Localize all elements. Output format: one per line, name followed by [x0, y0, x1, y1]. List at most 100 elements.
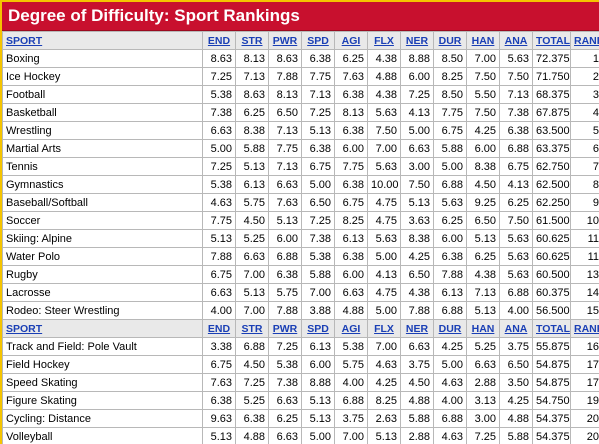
cell-spd: 5.00 — [301, 427, 335, 444]
cell-agi: 6.38 — [334, 85, 368, 104]
cell-ner: 5.13 — [400, 193, 434, 212]
sort-link-dur[interactable]: DUR — [433, 319, 467, 338]
table-row: Soccer 7.75 4.50 5.13 7.25 8.25 4.75 3.63 6.25 6.… — [2, 211, 599, 230]
sort-link-end[interactable]: END — [202, 31, 236, 50]
cell-end: 6.63 — [202, 121, 236, 140]
cell-agi: 5.75 — [334, 355, 368, 374]
cell-han: 2.88 — [466, 373, 500, 392]
sort-link-pwr[interactable]: PWR — [268, 319, 302, 338]
cell-flx: 2.63 — [367, 409, 401, 428]
sort-link-dur[interactable]: DUR — [433, 31, 467, 50]
sort-link-ner[interactable]: NER — [400, 31, 434, 50]
cell-han: 7.25 — [466, 427, 500, 444]
cell-agi: 6.38 — [334, 121, 368, 140]
cell-str: 4.50 — [235, 211, 269, 230]
cell-total: 54.750 — [532, 391, 571, 410]
cell-ana: 4.00 — [499, 301, 533, 320]
cell-ana: 6.25 — [499, 193, 533, 212]
cell-agi: 6.38 — [334, 247, 368, 266]
cell-ana: 6.50 — [499, 355, 533, 374]
cell-flx: 4.63 — [367, 355, 401, 374]
cell-total: 67.875 — [532, 103, 571, 122]
cell-str: 6.38 — [235, 409, 269, 428]
cell-ner: 5.00 — [400, 121, 434, 140]
sort-link-ana[interactable]: ANA — [499, 319, 533, 338]
cell-flx: 7.00 — [367, 139, 401, 158]
cell-total: 60.500 — [532, 265, 571, 284]
cell-total: 62.750 — [532, 157, 571, 176]
sort-link-sport[interactable]: SPORT — [2, 319, 203, 338]
cell-pwr: 7.13 — [268, 121, 302, 140]
sort-link-ner[interactable]: NER — [400, 319, 434, 338]
cell-dur: 7.88 — [433, 265, 467, 284]
cell-spd: 7.38 — [301, 229, 335, 248]
cell-spd: 6.50 — [301, 193, 335, 212]
cell-str: 7.13 — [235, 67, 269, 86]
cell-rank: 13 — [570, 265, 599, 284]
cell-total: 60.375 — [532, 283, 571, 302]
sort-link-str[interactable]: STR — [235, 319, 269, 338]
column-header-row: SPORT END STR PWR SPD AGI FLX NER DUR HAN ANA TOTAL… — [2, 319, 599, 338]
sort-link-total[interactable]: TOTAL — [532, 319, 571, 338]
cell-str: 7.25 — [235, 373, 269, 392]
cell-agi: 7.75 — [334, 157, 368, 176]
cell-pwr: 5.75 — [268, 283, 302, 302]
cell-ana: 4.88 — [499, 409, 533, 428]
sort-link-flx[interactable]: FLX — [367, 31, 401, 50]
cell-end: 7.88 — [202, 247, 236, 266]
cell-rank: 17 — [570, 373, 599, 392]
sort-link-end[interactable]: END — [202, 319, 236, 338]
cell-ana: 7.50 — [499, 211, 533, 230]
sort-link-pwr[interactable]: PWR — [268, 31, 302, 50]
cell-flx: 4.75 — [367, 211, 401, 230]
cell-ana: 3.50 — [499, 373, 533, 392]
sort-link-sport[interactable]: SPORT — [2, 31, 203, 50]
table-row: Ice Hockey 7.25 7.13 7.88 7.75 7.63 4.88 6.00 8.… — [2, 67, 599, 86]
sort-link-agi[interactable]: AGI — [334, 31, 368, 50]
sort-link-ana[interactable]: ANA — [499, 31, 533, 50]
cell-pwr: 6.63 — [268, 391, 302, 410]
cell-str: 6.25 — [235, 103, 269, 122]
cell-agi: 3.75 — [334, 409, 368, 428]
sort-link-han[interactable]: HAN — [466, 31, 500, 50]
cell-han: 3.13 — [466, 391, 500, 410]
cell-str: 5.25 — [235, 229, 269, 248]
cell-spd: 6.38 — [301, 49, 335, 68]
sort-link-rank[interactable]: RANK — [570, 319, 599, 338]
cell-spd: 6.13 — [301, 337, 335, 356]
cell-pwr: 7.25 — [268, 337, 302, 356]
sort-link-total[interactable]: TOTAL — [532, 31, 571, 50]
cell-han: 6.00 — [466, 139, 500, 158]
cell-flx: 4.38 — [367, 49, 401, 68]
sort-link-rank[interactable]: RANK — [570, 31, 599, 50]
cell-agi: 6.88 — [334, 391, 368, 410]
sort-link-str[interactable]: STR — [235, 31, 269, 50]
cell-end: 7.25 — [202, 157, 236, 176]
cell-han: 6.50 — [466, 211, 500, 230]
cell-total: 55.875 — [532, 337, 571, 356]
sort-link-spd[interactable]: SPD — [301, 31, 335, 50]
cell-ner: 6.00 — [400, 67, 434, 86]
cell-flx: 8.25 — [367, 391, 401, 410]
cell-end: 5.00 — [202, 139, 236, 158]
sport-name: Basketball — [2, 103, 203, 122]
sort-link-flx[interactable]: FLX — [367, 319, 401, 338]
cell-spd: 6.00 — [301, 355, 335, 374]
cell-end: 5.13 — [202, 427, 236, 444]
cell-ana: 4.25 — [499, 391, 533, 410]
table-row: Volleyball 5.13 4.88 6.63 5.00 7.00 5.13 2.88 4.… — [2, 427, 599, 444]
cell-end: 5.38 — [202, 175, 236, 194]
table-row: Martial Arts 5.00 5.88 7.75 6.38 6.00 7.00 6.63… — [2, 139, 599, 158]
sort-link-spd[interactable]: SPD — [301, 319, 335, 338]
cell-pwr: 7.88 — [268, 67, 302, 86]
sort-link-agi[interactable]: AGI — [334, 319, 368, 338]
cell-end: 9.63 — [202, 409, 236, 428]
cell-pwr: 7.63 — [268, 193, 302, 212]
cell-ner: 7.50 — [400, 175, 434, 194]
sort-link-han[interactable]: HAN — [466, 319, 500, 338]
cell-rank: 3 — [570, 85, 599, 104]
cell-spd: 3.88 — [301, 301, 335, 320]
table-row: Baseball/Softball 4.63 5.75 7.63 6.50 6.75 4.7… — [2, 193, 599, 212]
cell-han: 5.50 — [466, 85, 500, 104]
